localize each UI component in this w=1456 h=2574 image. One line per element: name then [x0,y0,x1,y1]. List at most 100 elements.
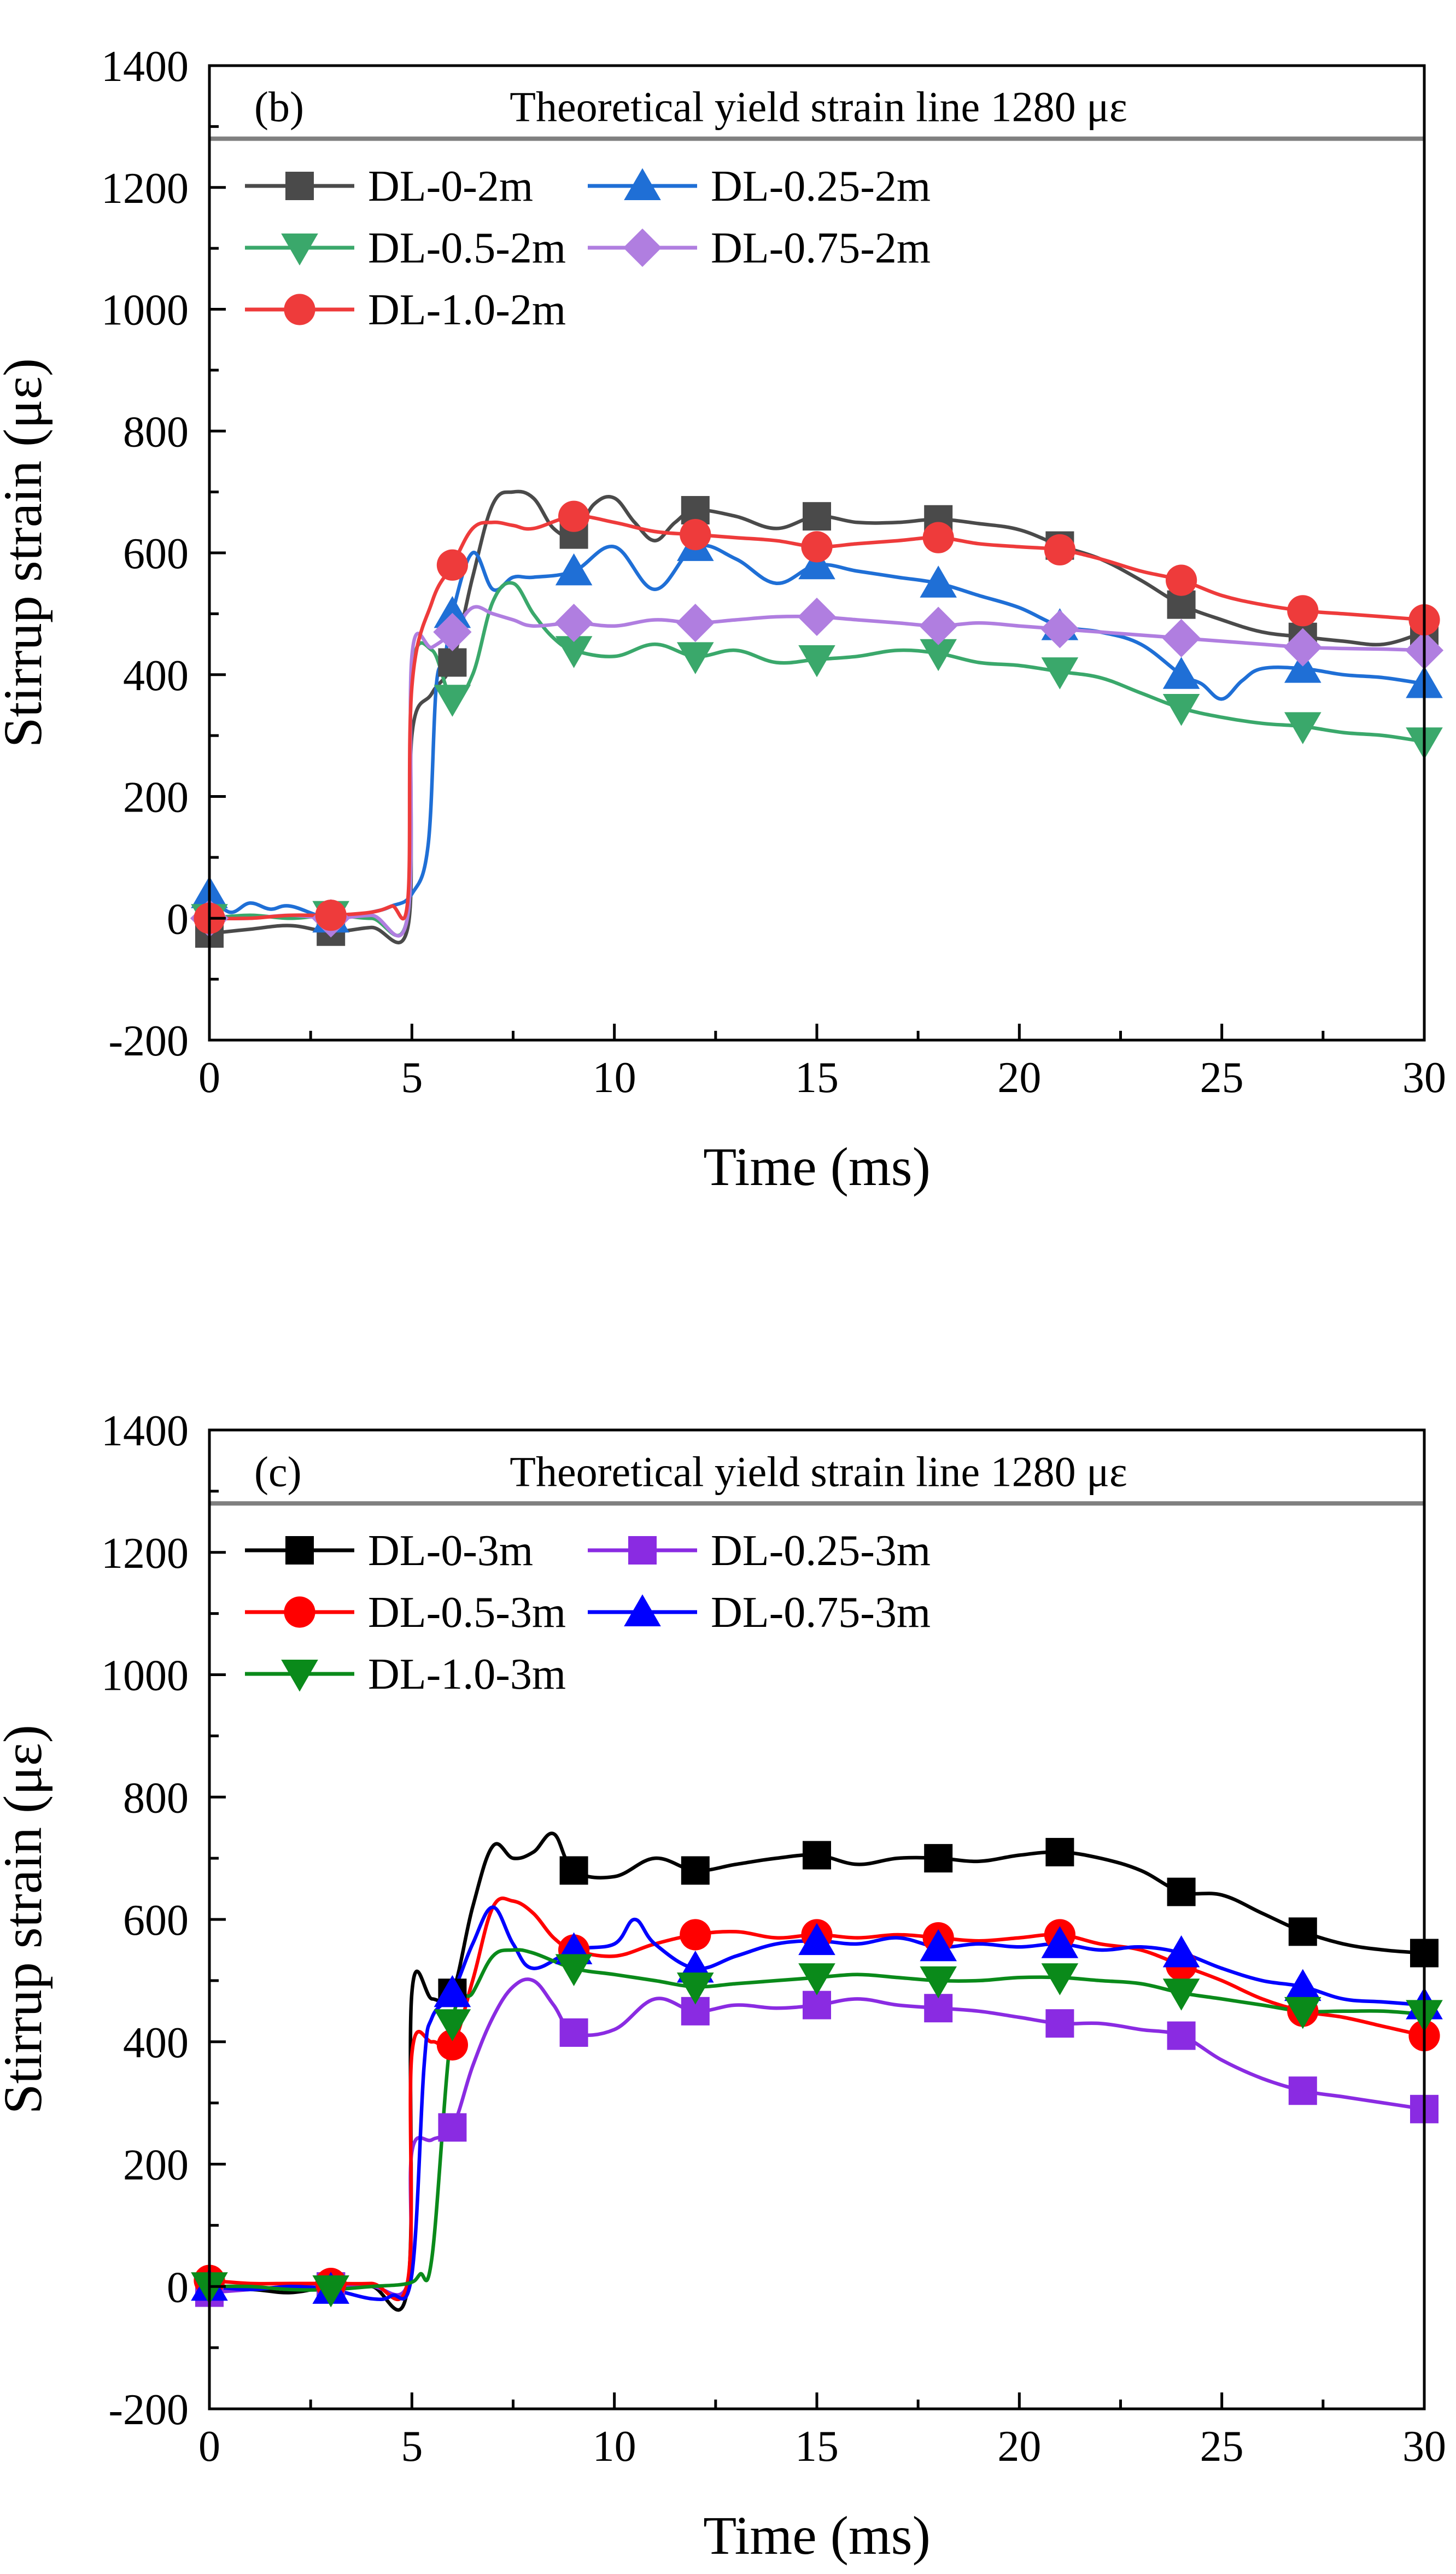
data-point [1044,534,1075,566]
x-tick-label: 0 [198,1054,220,1102]
y-tick-label: 0 [167,895,189,943]
legend-swatch-marker [281,234,318,266]
y-tick-label: 600 [123,1896,189,1945]
legend-swatch-marker [284,294,315,325]
data-point [803,1991,831,2019]
x-tick-label: 5 [401,1054,423,1102]
data-point [1162,694,1200,726]
legend-swatch-marker [624,1594,661,1626]
legend-label: DL-0.25-3m [711,1527,931,1575]
legend-swatch-marker [284,1596,315,1628]
y-tick-label: -200 [108,1017,189,1065]
data-point [797,597,837,637]
legend-label: DL-0.75-3m [711,1589,931,1637]
legend-swatch-marker [281,1660,318,1692]
legend-swatch-marker [628,1536,657,1565]
data-point [677,1972,714,2005]
legend-label: DL-0-2m [368,162,533,211]
data-point [924,1994,953,2023]
panel-label: (b) [254,83,304,131]
series-markers-DL-1.0-3m [191,1954,1443,2308]
data-point [798,547,835,580]
y-tick-label: 800 [123,408,189,456]
legend-item: DL-1.0-2m [245,286,566,334]
y-tick-label: -200 [108,2386,189,2434]
series-line-DL-0.25-3m [209,1977,1424,2297]
data-point [1284,1997,1321,2029]
data-point [677,642,714,674]
data-point [555,553,593,586]
data-point [436,2029,469,2061]
chart-panel-1: Theoretical yield strain line 1280 με (c)… [0,1407,1446,2566]
legend: DL-0-2m DL-0.25-2m DL-0.5-2m DL-0.75-2m DL-1… [245,162,931,334]
reference-line-label: Theoretical yield strain line 1280 με [510,1447,1127,1495]
data-point [438,648,467,677]
series-markers-DL-0.25-3m [195,1991,1439,2307]
data-point [798,1923,835,1956]
legend-item: DL-0.5-3m [245,1589,566,1637]
series-line-DL-0.75-3m [209,1905,1424,2302]
legend-item: DL-1.0-3m [245,1650,566,1699]
y-tick-label: 0 [167,2263,189,2312]
y-tick-label: 1000 [101,1652,189,1700]
data-point [1288,2076,1317,2105]
data-point [433,612,472,651]
reference-line-label: Theoretical yield strain line 1280 με [510,83,1127,131]
data-point [1166,564,1197,596]
data-point [920,565,957,598]
data-point [922,522,954,553]
legend: DL-0-3m DL-0.25-3m DL-0.5-3m DL-0.75-3m DL-1… [245,1527,931,1699]
data-point [436,549,469,581]
legend-label: DL-1.0-3m [368,1650,566,1699]
y-tick-label: 400 [123,2019,189,2067]
data-point [1287,595,1319,627]
data-point [798,1963,835,1995]
data-point [919,606,958,645]
y-axis-title: Stirrup strain (με) [0,1725,53,2114]
series-markers-DL-0.25-2m [191,529,1443,933]
y-tick-label: 1400 [101,43,189,91]
legend-swatch-marker [285,1536,314,1565]
y-tick-label: 1400 [101,1407,189,1455]
x-tick-label: 30 [1402,1054,1446,1102]
x-axis-title: Time (ms) [703,1136,931,1197]
x-tick-label: 20 [997,2423,1041,2471]
y-tick-label: 200 [123,2141,189,2190]
data-point [434,685,471,717]
data-point [676,603,715,643]
data-point [434,596,471,628]
y-tick-label: 1200 [101,1530,189,1578]
data-point [1041,1963,1079,1995]
data-point [801,531,833,563]
legend-swatch-marker [624,168,661,200]
data-point [798,645,835,678]
x-tick-label: 0 [198,2423,220,2471]
legend-item: DL-0.75-2m [588,224,931,272]
series-markers-DL-0.75-2m [190,597,1444,938]
data-point [555,1954,593,1986]
data-point [1041,1926,1079,1958]
data-point [559,2018,588,2047]
data-point [1167,1877,1196,1906]
legend-label: DL-0-3m [368,1527,533,1575]
x-tick-label: 20 [997,1054,1041,1102]
data-point [1041,657,1079,690]
x-tick-label: 15 [795,2423,839,2471]
data-point [1284,651,1321,683]
data-point [1040,610,1079,649]
data-point [434,1975,471,2007]
y-tick-label: 800 [123,1774,189,1822]
legend-label: DL-0.5-2m [368,224,566,272]
data-point [558,500,590,532]
data-point [1162,618,1201,658]
data-point [1167,2021,1196,2050]
data-point [803,1841,831,1870]
data-point [438,2113,467,2142]
data-point [924,1844,953,1873]
data-point [434,2009,471,2041]
y-tick-label: 600 [123,530,189,578]
data-point [312,2275,349,2308]
legend-label: DL-1.0-2m [368,286,566,334]
y-tick-label: 1000 [101,287,189,335]
